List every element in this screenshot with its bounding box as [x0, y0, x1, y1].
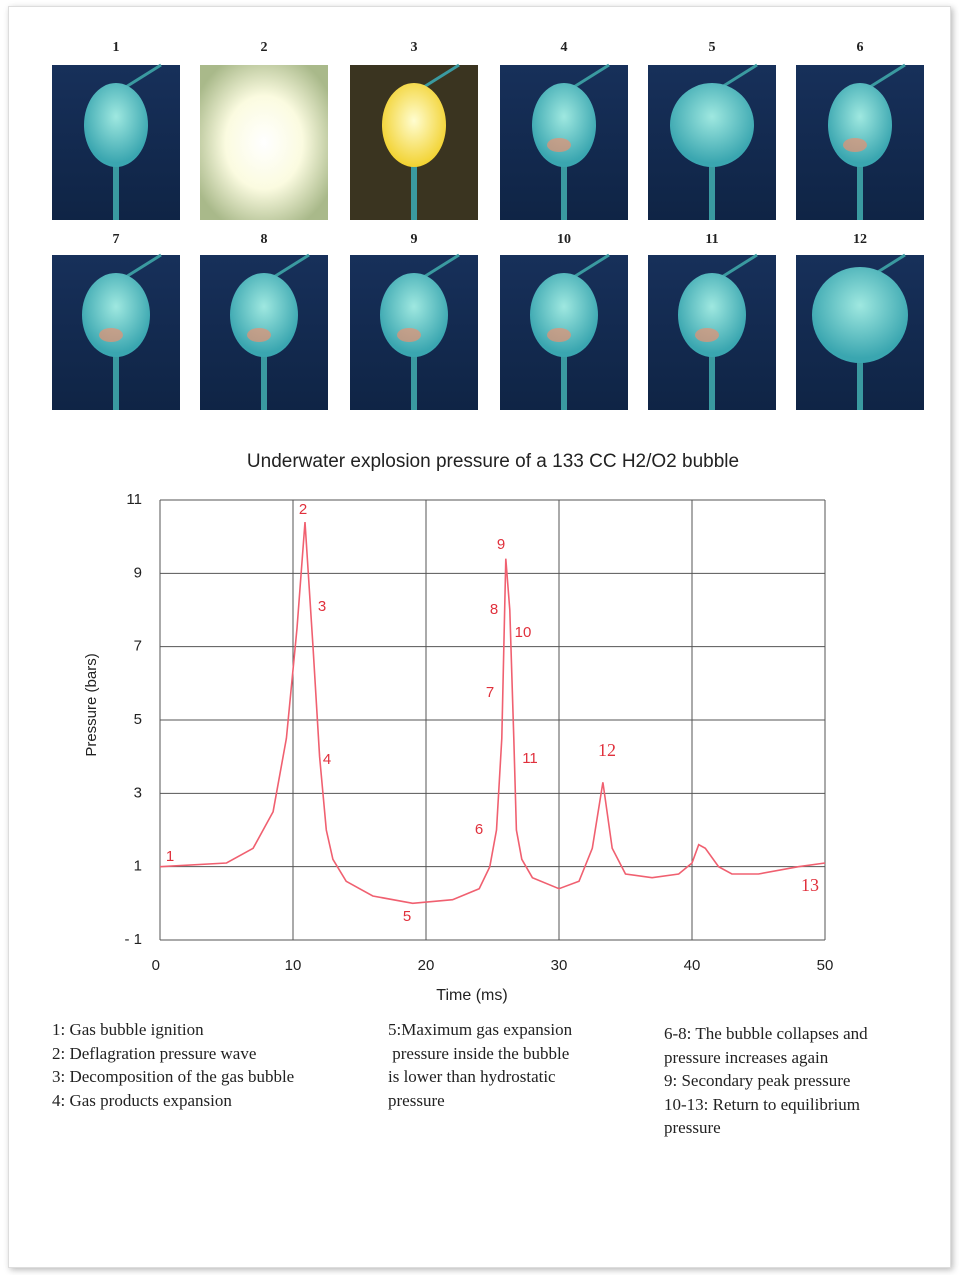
- photo-label: 7: [113, 232, 120, 247]
- photo: [200, 65, 328, 220]
- bubble: [380, 273, 448, 357]
- annotation: 1: [166, 848, 174, 865]
- bubble: [828, 83, 892, 167]
- note-line: 4: Gas products expansion: [52, 1090, 232, 1110]
- note-line: pressure: [388, 1090, 445, 1110]
- flame: [695, 328, 719, 342]
- flame: [99, 328, 123, 342]
- y-tick-label: 1: [134, 858, 142, 875]
- note-line: pressure inside the bubble: [388, 1043, 570, 1063]
- bubble: [230, 273, 298, 357]
- bubble: [530, 273, 598, 357]
- flame: [843, 138, 867, 152]
- y-tick-label: 11: [126, 491, 142, 508]
- photo-label: 4: [561, 40, 568, 55]
- photo: [350, 253, 478, 410]
- y-axis-label: Pressure (bars): [83, 653, 100, 756]
- note-column: 1: Gas bubble ignition 2: Deflagration pr…: [52, 1018, 294, 1112]
- photo-label: 12: [853, 232, 867, 247]
- wire: [568, 63, 610, 92]
- photo: [52, 253, 180, 410]
- annotation: 12: [598, 740, 616, 760]
- annotation: 10: [515, 624, 532, 641]
- photo-label: 3: [411, 40, 418, 55]
- x-tick-label: 10: [285, 957, 302, 974]
- photo: [350, 63, 478, 220]
- y-tick-label: 3: [134, 784, 142, 801]
- photo-label: 5: [709, 40, 716, 55]
- photo: [648, 253, 776, 410]
- bubble: [84, 83, 148, 167]
- frame: [8, 6, 951, 1268]
- note-line: 10-13: Return to equilibrium: [664, 1094, 860, 1114]
- annotation: 3: [318, 598, 326, 615]
- annotation: 9: [497, 536, 505, 553]
- photo-label: 8: [261, 232, 268, 247]
- note-line: 3: Decomposition of the gas bubble: [52, 1067, 295, 1086]
- y-tick-label: 9: [134, 564, 142, 581]
- chart-title: Underwater explosion pressure of a 133 C…: [247, 451, 739, 472]
- annotation: 4: [323, 751, 331, 768]
- y-tick-label: 5: [134, 711, 142, 728]
- photo-bg: [200, 65, 328, 220]
- x-tick-label: 40: [684, 957, 701, 974]
- y-tick-label: - 1: [124, 931, 142, 948]
- pressure-line: [159, 521, 826, 905]
- note-line: 2: Deflagration pressure wave: [52, 1043, 257, 1063]
- photo: [648, 63, 776, 220]
- photo: [52, 63, 180, 220]
- note-line: 6-8: The bubble collapses and: [664, 1024, 868, 1043]
- note-line: 1: Gas bubble ignition: [52, 1020, 204, 1039]
- photo: [796, 63, 924, 220]
- photo-label: 1: [113, 40, 120, 55]
- wire: [418, 63, 460, 92]
- photo-label: 11: [705, 232, 718, 247]
- annotation: 8: [490, 601, 498, 618]
- y-tick-label: 7: [134, 638, 142, 655]
- bubble: [678, 273, 746, 357]
- annotation: 5: [403, 908, 411, 925]
- flame: [247, 328, 271, 342]
- x-tick-label: 30: [551, 957, 568, 974]
- bubble: [812, 267, 908, 363]
- flame: [547, 328, 571, 342]
- x-tick-label: 50: [817, 957, 834, 974]
- wire: [120, 63, 162, 92]
- annotation: 6: [475, 821, 483, 838]
- x-tick-label: 20: [418, 957, 435, 974]
- bubble: [532, 83, 596, 167]
- annotation: 11: [522, 750, 538, 767]
- note-line: pressure increases again: [664, 1047, 829, 1067]
- note-line: is lower than hydrostatic: [388, 1067, 556, 1086]
- photo-label: 6: [857, 40, 864, 55]
- flame: [397, 328, 421, 342]
- bubble: [82, 273, 150, 357]
- photo-label: 2: [261, 40, 268, 55]
- note-column: 6-8: The bubble collapses and pressure in…: [664, 1022, 868, 1140]
- x-tick-label: 0: [152, 957, 160, 974]
- note-line: pressure: [664, 1118, 721, 1137]
- note-line: 5:Maximum gas expansion: [388, 1020, 573, 1039]
- photo: [500, 253, 628, 410]
- note-column: 5:Maximum gas expansion pressure inside …: [388, 1018, 572, 1112]
- bubble: [382, 83, 446, 167]
- photo-label: 9: [411, 232, 418, 247]
- annotation: 13: [801, 875, 819, 895]
- bubble: [670, 83, 754, 167]
- x-axis-label: Time (ms): [436, 987, 507, 1004]
- note-line: 9: Secondary peak pressure: [664, 1071, 851, 1090]
- photo: [500, 63, 628, 220]
- annotation: 2: [299, 501, 307, 518]
- annotation: 7: [486, 684, 494, 701]
- photo: [796, 253, 924, 410]
- flame: [547, 138, 571, 152]
- wire: [864, 63, 906, 92]
- photo-label: 10: [557, 232, 571, 247]
- photo: [200, 253, 328, 410]
